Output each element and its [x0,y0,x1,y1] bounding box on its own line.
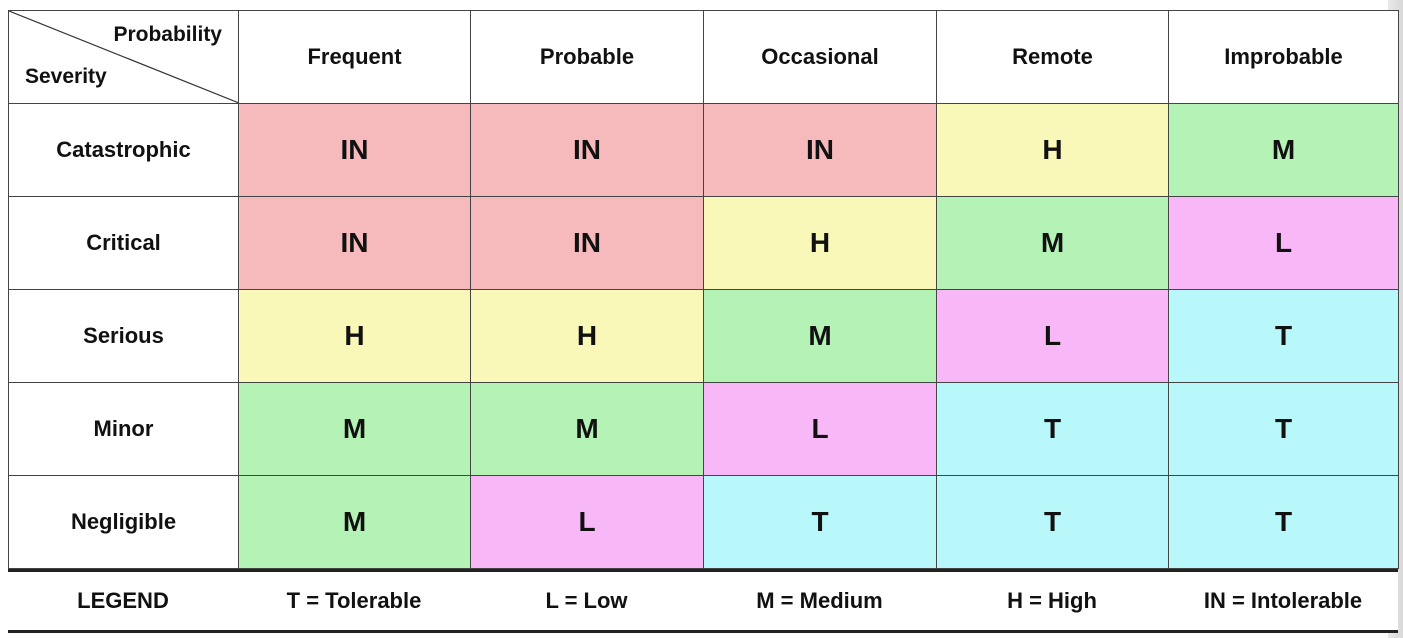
risk-cell: T [703,475,937,569]
risk-cell: L [1168,196,1399,290]
risk-cell: L [470,475,704,569]
column-header-improbable: Improbable [1168,10,1399,104]
risk-cell: T [1168,289,1399,383]
risk-cell: M [238,475,471,569]
risk-cell: T [1168,382,1399,476]
risk-cell: IN [238,196,471,290]
risk-cell: IN [470,103,704,197]
risk-cell: IN [470,196,704,290]
severity-label: Severity [25,65,107,88]
table-row: Serious H H M L T [8,289,1399,383]
risk-cell: H [238,289,471,383]
legend-item-medium: M = Medium [756,588,883,613]
risk-matrix-table: Probability Severity Frequent Probable O… [8,10,1399,569]
risk-cell: IN [238,103,471,197]
risk-cell: M [703,289,937,383]
table-row: Negligible M L T T T [8,475,1399,569]
row-header-catastrophic: Catastrophic [8,103,239,197]
risk-cell: L [703,382,937,476]
row-header-minor: Minor [8,382,239,476]
risk-cell: T [936,475,1169,569]
risk-cell: M [470,382,704,476]
column-header-probable: Probable [470,10,704,104]
legend-item-tolerable: T = Tolerable [286,588,422,613]
risk-cell: IN [703,103,937,197]
row-header-serious: Serious [8,289,239,383]
risk-cell: H [470,289,704,383]
risk-cell: T [1168,475,1399,569]
column-header-occasional: Occasional [703,10,937,104]
diagonal-divider [9,11,238,103]
probability-label: Probability [113,23,222,46]
header-row: Probability Severity Frequent Probable O… [8,10,1399,104]
corner-header-cell: Probability Severity [8,10,239,104]
column-header-remote: Remote [936,10,1169,104]
row-header-critical: Critical [8,196,239,290]
table-row: Catastrophic IN IN IN H M [8,103,1399,197]
risk-cell: M [1168,103,1399,197]
row-header-negligible: Negligible [8,475,239,569]
legend-item-intolerable: IN = Intolerable [1203,588,1363,613]
legend-title: LEGEND [77,588,169,613]
legend-bar: LEGEND T = Tolerable L = Low M = Medium … [8,569,1398,633]
legend-item-high: H = High [1007,588,1097,613]
table-row: Minor M M L T T [8,382,1399,476]
risk-cell: L [936,289,1169,383]
legend-item-low: L = Low [545,588,628,613]
risk-cell: T [936,382,1169,476]
table-row: Critical IN IN H M L [8,196,1399,290]
risk-cell: M [238,382,471,476]
risk-cell: M [936,196,1169,290]
risk-cell: H [936,103,1169,197]
risk-cell: H [703,196,937,290]
column-header-frequent: Frequent [238,10,471,104]
